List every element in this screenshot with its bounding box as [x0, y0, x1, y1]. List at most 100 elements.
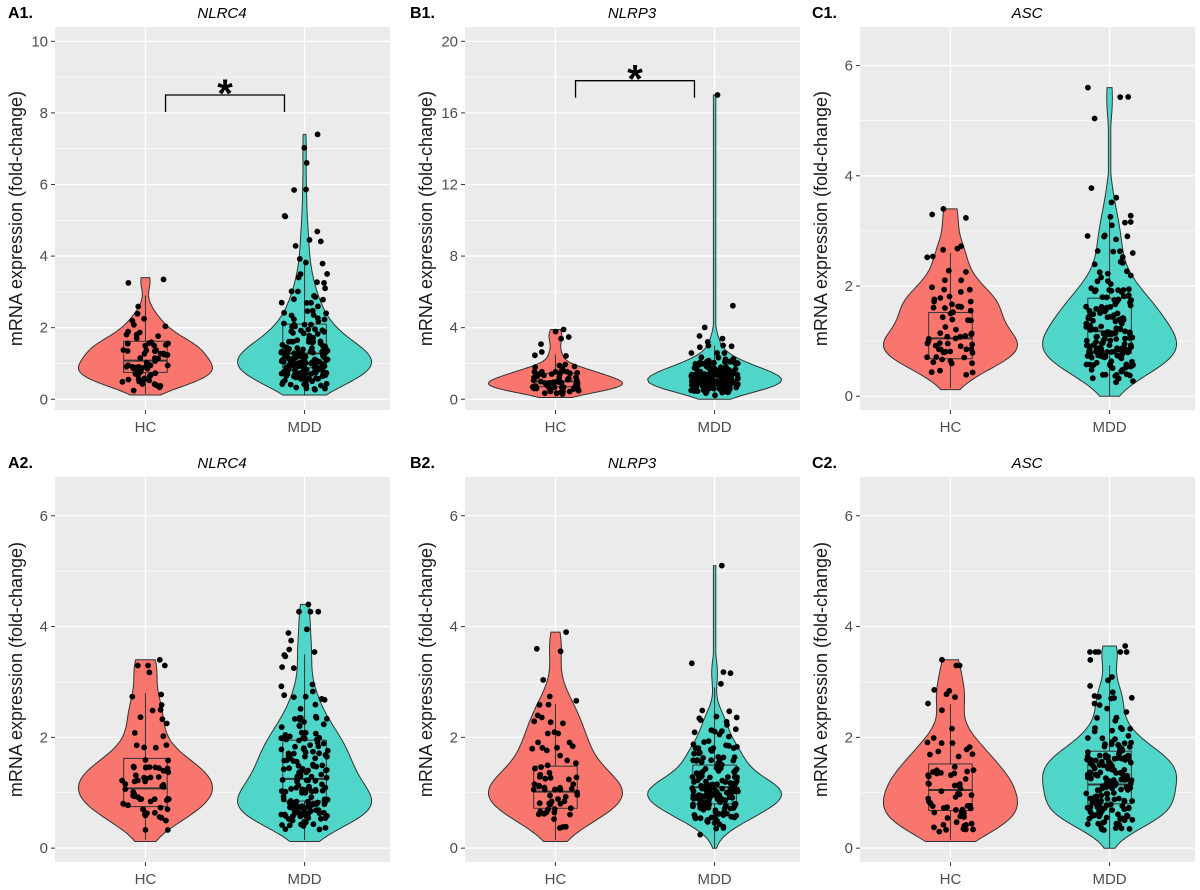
data-point: [1113, 372, 1120, 378]
data-point: [281, 692, 288, 699]
data-point: [552, 786, 558, 793]
data-point: [311, 386, 318, 392]
data-point: [1107, 281, 1114, 287]
data-point: [314, 279, 320, 286]
data-point: [721, 350, 728, 356]
y-tick-label: 10: [31, 33, 48, 50]
data-point: [1119, 254, 1126, 261]
y-axis-title: mRNA expression (fold-change): [811, 91, 831, 346]
data-point: [1087, 657, 1094, 663]
data-point: [936, 340, 943, 346]
data-point: [1099, 735, 1106, 742]
y-tick-label: 4: [40, 248, 48, 265]
data-point: [1097, 769, 1104, 776]
x-tick-label: HC: [545, 871, 567, 888]
y-tick-label: 4: [845, 168, 853, 185]
data-point: [1117, 94, 1124, 100]
data-point: [927, 800, 934, 807]
data-point: [1090, 311, 1097, 318]
data-point: [951, 764, 958, 770]
data-point: [726, 708, 733, 715]
data-point: [164, 806, 171, 813]
data-point: [1085, 315, 1092, 322]
data-point: [968, 317, 974, 324]
y-axis-title: mRNA expression (fold-change): [416, 542, 436, 797]
data-point: [314, 331, 321, 337]
data-point: [941, 277, 948, 284]
data-point: [146, 340, 153, 347]
data-point: [723, 742, 729, 749]
data-point: [1124, 233, 1131, 240]
data-point: [1113, 194, 1120, 201]
data-point: [1100, 762, 1107, 769]
data-point: [533, 385, 540, 392]
panel-c2: 0 2 4 6 HC MDD C2. ASC mRNA expression (fold-cha…: [811, 455, 1195, 888]
data-point: [930, 304, 937, 311]
data-point: [303, 160, 310, 166]
data-point: [547, 792, 553, 799]
data-point: [322, 343, 328, 350]
data-point: [302, 729, 309, 736]
data-point: [1116, 795, 1122, 802]
data-point: [1106, 765, 1113, 772]
data-point: [1091, 728, 1098, 735]
data-point: [309, 688, 316, 695]
data-point: [953, 326, 959, 333]
data-point: [1110, 248, 1117, 255]
data-point: [124, 340, 131, 347]
data-point: [1127, 299, 1133, 306]
data-point: [1086, 307, 1093, 314]
data-point: [1120, 315, 1126, 321]
data-point: [303, 366, 310, 373]
gene-title: ASC: [1011, 455, 1043, 472]
data-point: [155, 774, 162, 780]
data-point: [157, 706, 164, 713]
data-point: [164, 827, 171, 833]
data-point: [301, 745, 307, 752]
data-point: [303, 186, 309, 193]
data-point: [1125, 292, 1132, 298]
data-point: [552, 368, 559, 375]
data-point: [141, 350, 148, 357]
data-point: [294, 345, 301, 351]
data-point: [565, 334, 572, 340]
data-point: [132, 772, 139, 779]
data-point: [947, 348, 954, 355]
data-point: [710, 360, 717, 367]
data-point: [156, 814, 163, 820]
data-point: [143, 775, 150, 782]
data-point: [1106, 342, 1113, 349]
data-point: [964, 803, 971, 809]
data-point: [155, 333, 162, 339]
data-point: [714, 781, 720, 788]
data-point: [164, 362, 171, 369]
data-point: [1126, 286, 1132, 293]
data-point: [951, 782, 958, 789]
data-point: [957, 343, 964, 350]
data-point: [722, 359, 728, 365]
data-point: [303, 382, 310, 388]
data-point: [287, 381, 294, 388]
data-point: [129, 693, 136, 700]
data-point: [953, 807, 959, 813]
data-point: [291, 316, 297, 323]
data-point: [1087, 649, 1093, 655]
panel-b2: 0 2 4 6 HC MDD B2. NLRP3 mRNA expression (fold-c…: [410, 455, 800, 888]
data-point: [293, 360, 300, 367]
data-point: [319, 781, 325, 788]
data-point: [937, 330, 944, 336]
data-point: [157, 383, 164, 389]
data-point: [1118, 320, 1125, 326]
data-point: [310, 359, 316, 365]
data-point: [963, 346, 970, 353]
data-point: [306, 332, 313, 339]
data-point: [1092, 288, 1098, 295]
data-point: [300, 823, 307, 829]
data-point: [321, 351, 327, 358]
data-point: [708, 748, 715, 754]
data-point: [292, 243, 299, 249]
data-point: [1101, 233, 1107, 240]
data-point: [702, 766, 709, 772]
data-point: [571, 363, 578, 370]
